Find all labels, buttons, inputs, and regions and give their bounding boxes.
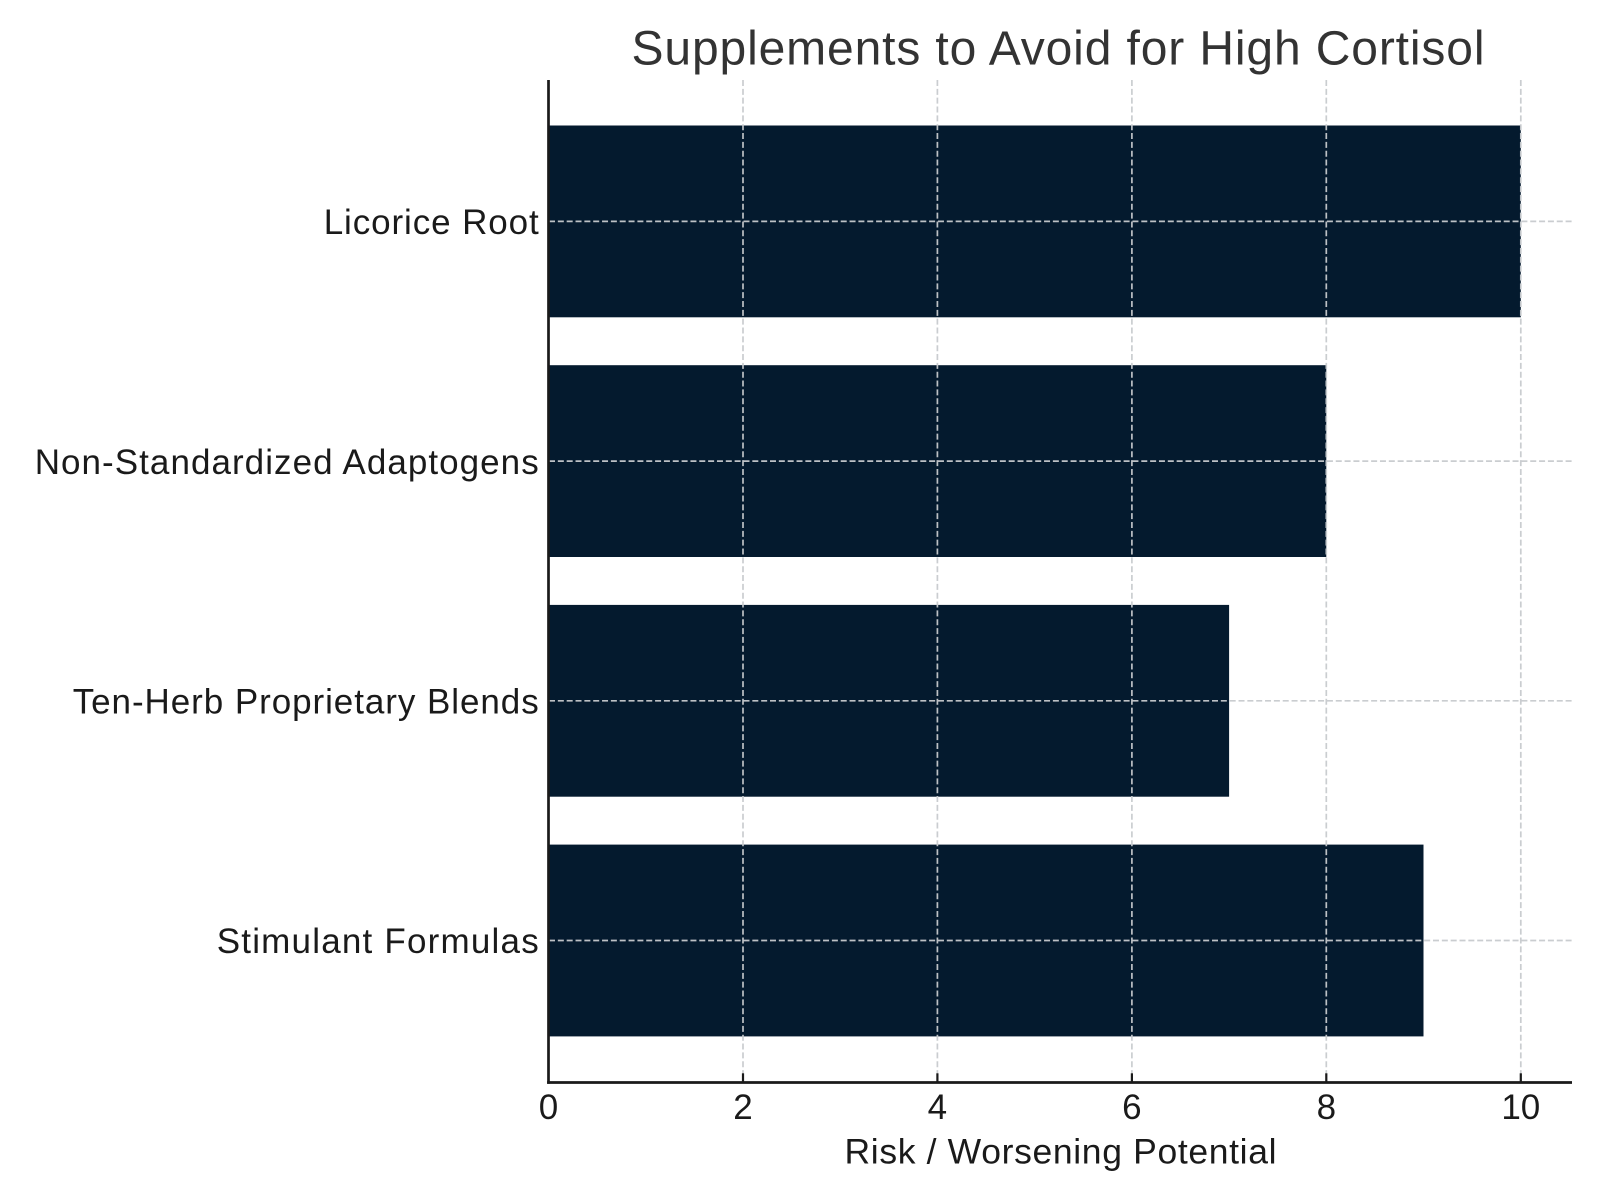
svg-text:8: 8 [1317,1088,1336,1127]
svg-text:Risk / Worsening Potential: Risk / Worsening Potential [845,1132,1277,1172]
svg-text:2: 2 [733,1088,752,1127]
svg-text:Non-Standardized Adaptogens: Non-Standardized Adaptogens [35,443,539,482]
svg-text:0: 0 [539,1088,558,1127]
svg-text:Stimulant Formulas: Stimulant Formulas [217,922,539,961]
svg-text:Supplements to Avoid for High: Supplements to Avoid for High Cortisol [632,23,1485,76]
svg-text:Ten-Herb Proprietary Blends: Ten-Herb Proprietary Blends [73,683,539,722]
svg-text:4: 4 [928,1088,947,1127]
svg-text:6: 6 [1122,1088,1141,1127]
svg-text:Licorice Root: Licorice Root [324,203,539,242]
svg-text:10: 10 [1501,1088,1540,1127]
